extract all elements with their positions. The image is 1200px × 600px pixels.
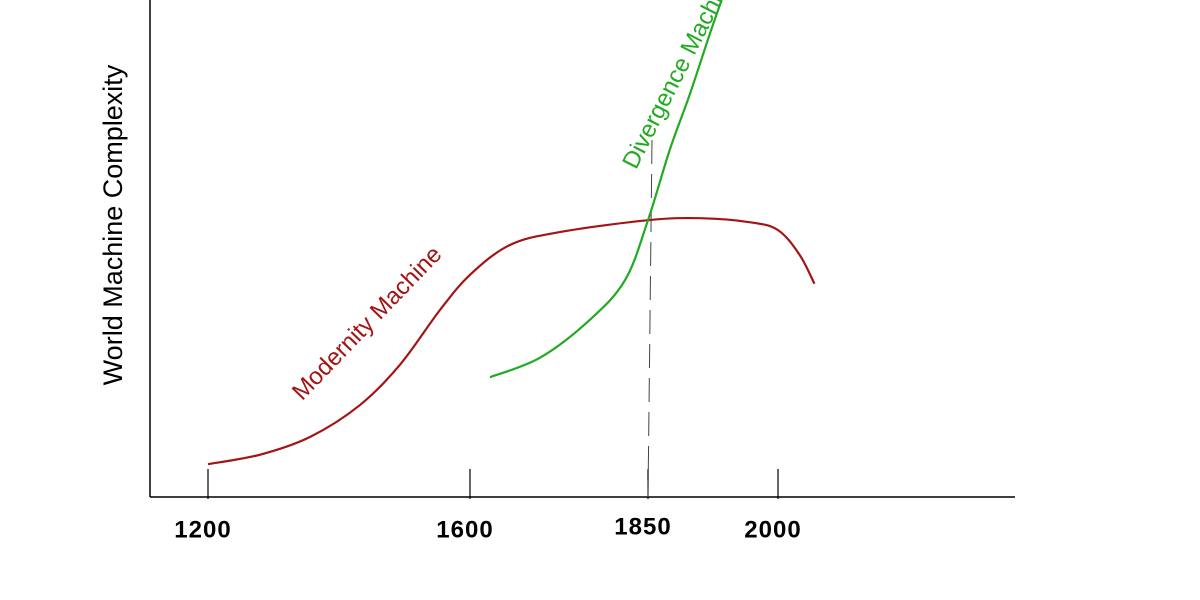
y-axis-title: World Machine Complexity (98, 64, 128, 385)
line (207, 216, 816, 466)
x-tick-label: 1600 (436, 516, 493, 543)
line (489, 0, 723, 379)
marker-line (647, 139, 653, 498)
series-label: Modernity Machine (287, 241, 447, 406)
x-tick-label: 1200 (174, 516, 231, 543)
series-label: Divergence Machine (617, 0, 740, 173)
x-tick-label: 2000 (744, 516, 801, 543)
x-tick-label: 1850 (614, 513, 671, 540)
